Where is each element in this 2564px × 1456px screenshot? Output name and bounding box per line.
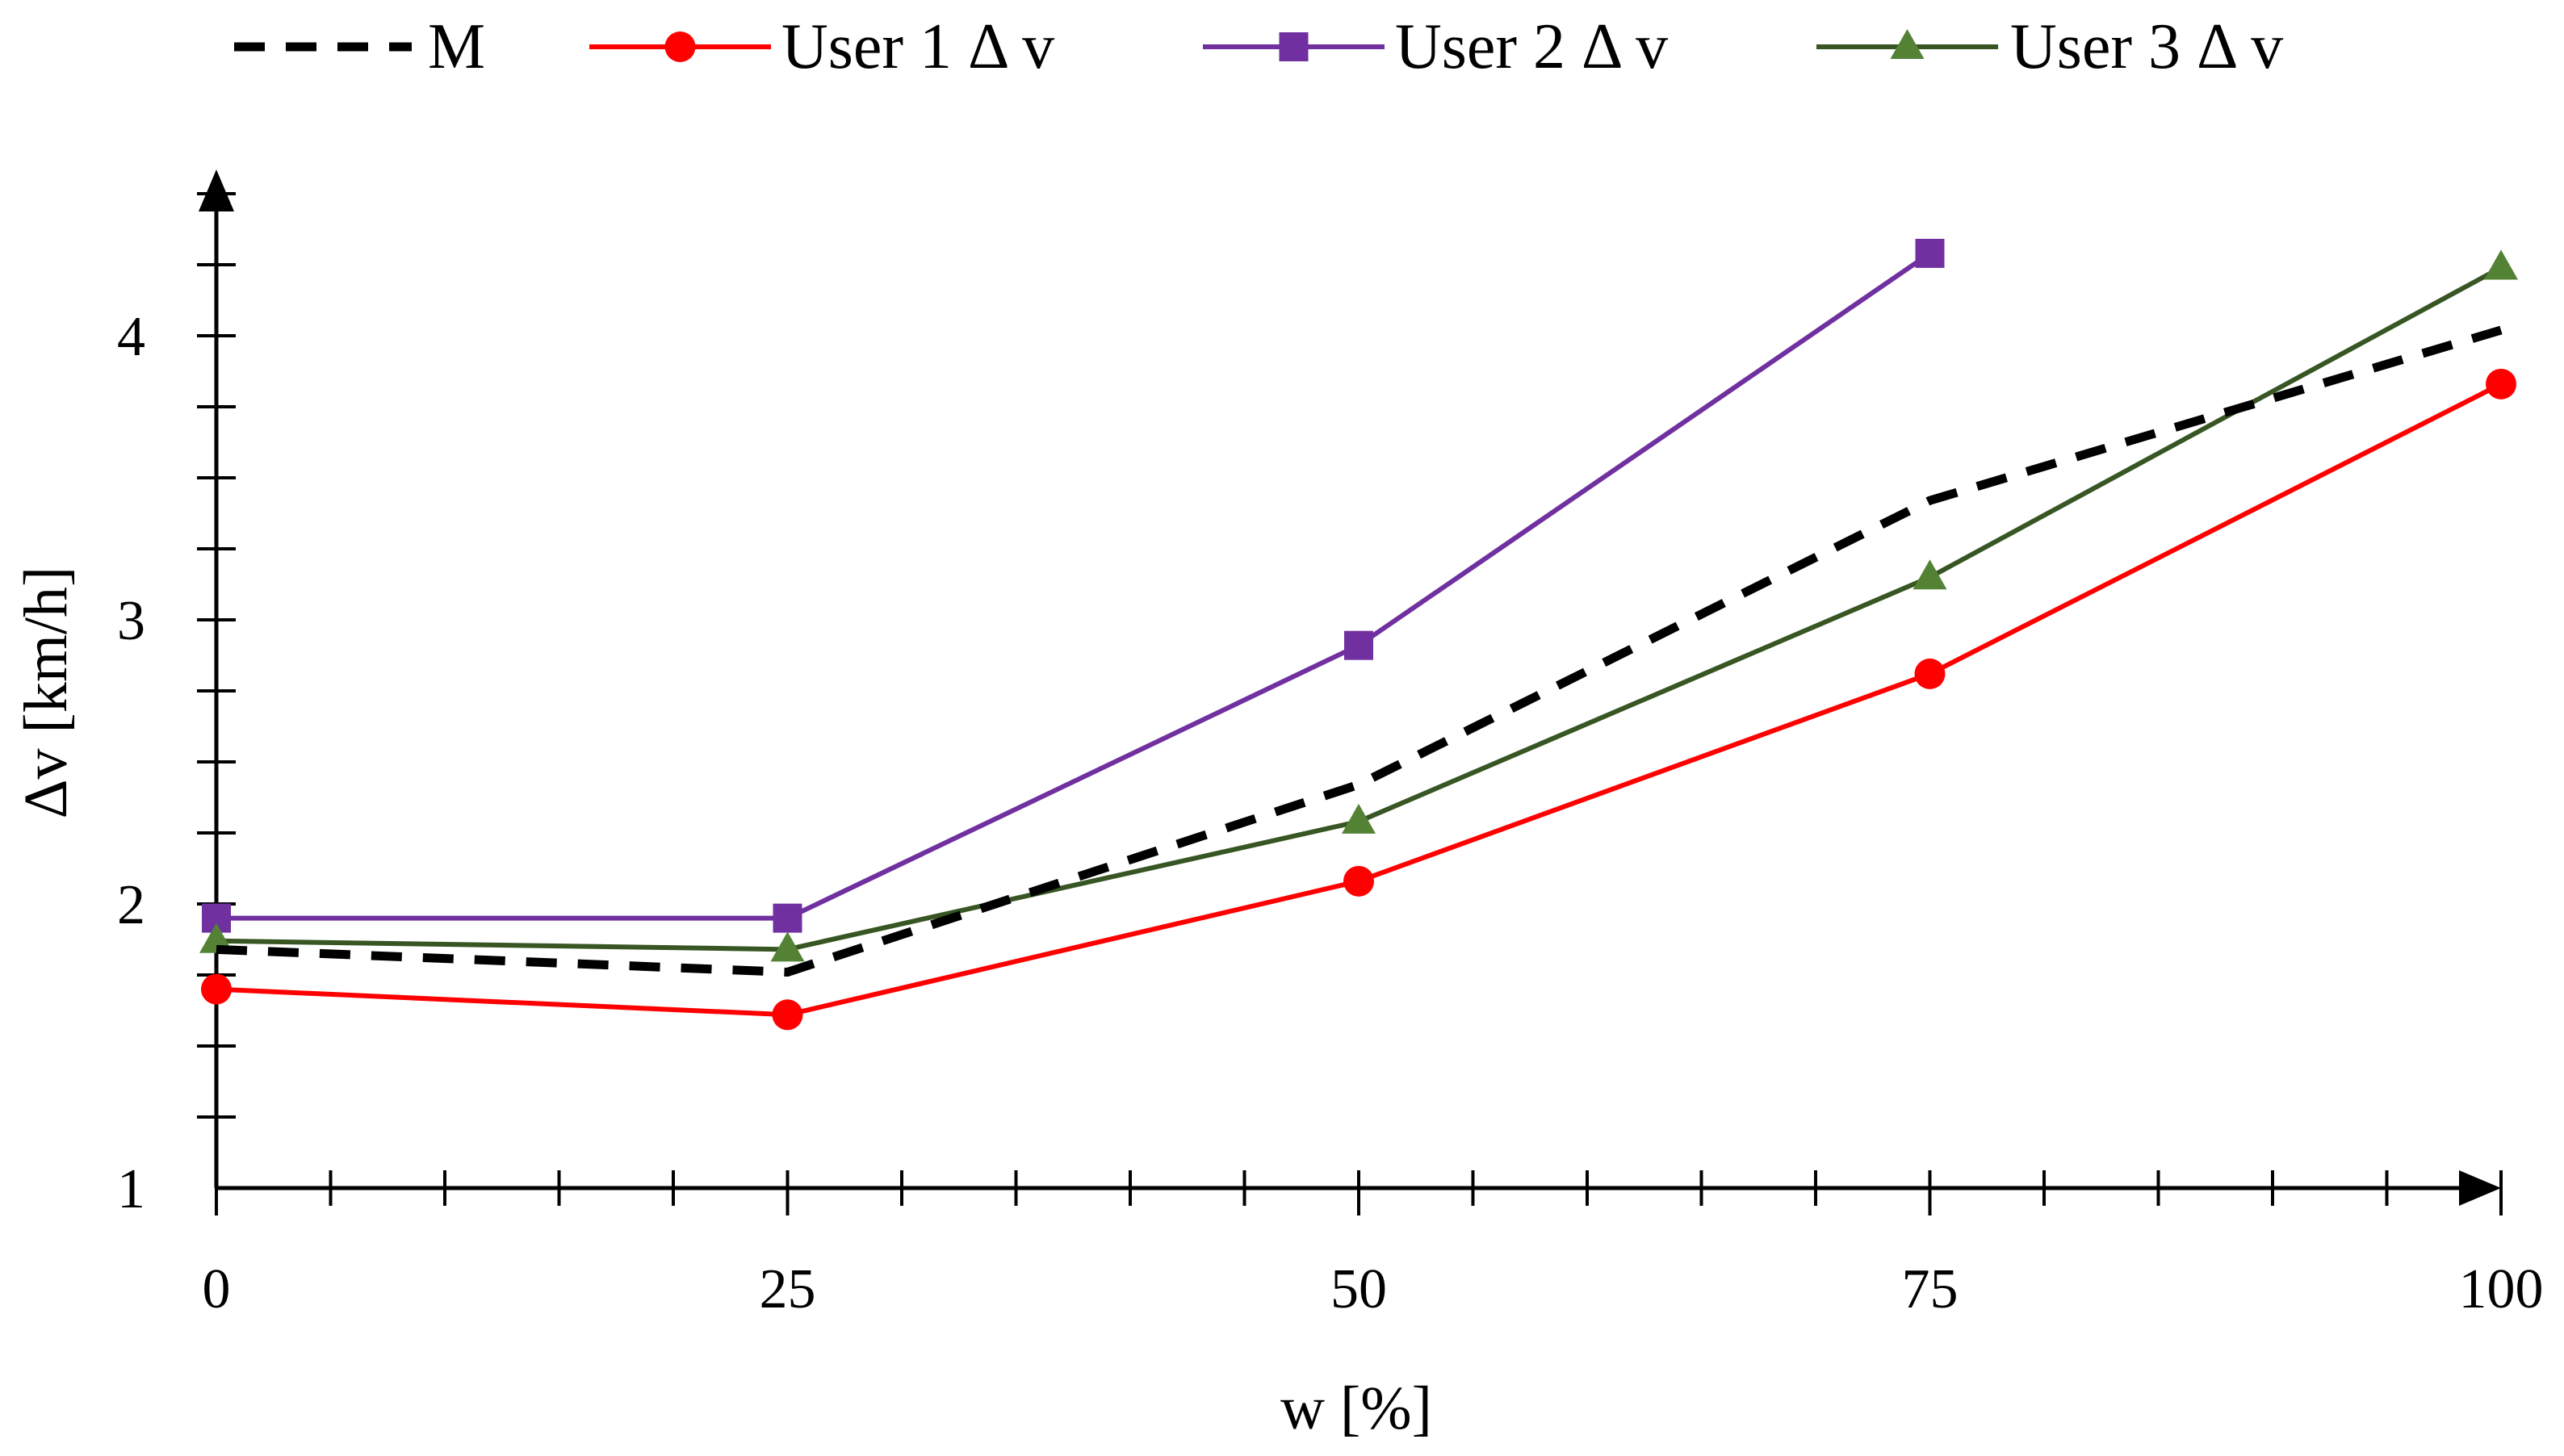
series-layer [199, 238, 2518, 1031]
data-point [1913, 559, 1947, 590]
data-point [773, 903, 802, 933]
data-point [770, 931, 805, 962]
legend-marker [664, 31, 696, 62]
y-tick-label: 2 [117, 874, 145, 936]
data-point [1915, 238, 1945, 268]
legend-item: User 2 Δ v [1203, 11, 1668, 82]
legend-item: M [234, 11, 485, 82]
legend: M User 1 Δ v User 2 Δ v User 3 Δ v [234, 11, 2283, 82]
data-point [2484, 249, 2518, 280]
y-tick-label: 3 [117, 590, 145, 652]
data-point [1342, 803, 1376, 834]
y-axis-title: Δv [km/h] [12, 567, 80, 819]
legend-item: User 3 Δ v [1816, 11, 2283, 82]
y-tick-label: 1 [117, 1158, 145, 1220]
axes: 0 25 50 75 100 1 2 3 4 [117, 169, 2544, 1320]
legend-item: User 1 Δ v [589, 11, 1054, 82]
x-tick-label: 75 [1902, 1258, 1959, 1320]
legend-label: User 3 Δ v [2010, 11, 2283, 82]
legend-marker [1890, 29, 1925, 59]
data-point [201, 973, 232, 1005]
series-user-3 [199, 249, 2518, 962]
legend-label: M [428, 11, 485, 82]
data-point [1914, 658, 1946, 689]
series-m [216, 325, 2503, 977]
legend-label: User 1 Δ v [781, 11, 1054, 82]
series-user-1 [201, 368, 2516, 1031]
y-axis-arrow [199, 169, 234, 211]
data-point [2486, 368, 2516, 400]
x-tick-label: 25 [760, 1258, 816, 1320]
data-point [1343, 865, 1374, 897]
x-axis-title: w [%] [1280, 1374, 1432, 1442]
data-point [772, 999, 803, 1031]
legend-marker [1279, 32, 1309, 61]
series-line [216, 251, 1932, 921]
x-tick-label: 50 [1330, 1258, 1387, 1320]
series-line [216, 325, 2503, 977]
x-tick-label: 100 [2459, 1258, 2544, 1320]
x-tick-label: 0 [203, 1258, 231, 1320]
x-axis-arrow [2459, 1170, 2501, 1206]
data-point [1344, 630, 1373, 660]
y-tick-label: 4 [117, 306, 145, 368]
series-user-2 [202, 238, 1945, 933]
legend-label: User 2 Δ v [1395, 11, 1668, 82]
